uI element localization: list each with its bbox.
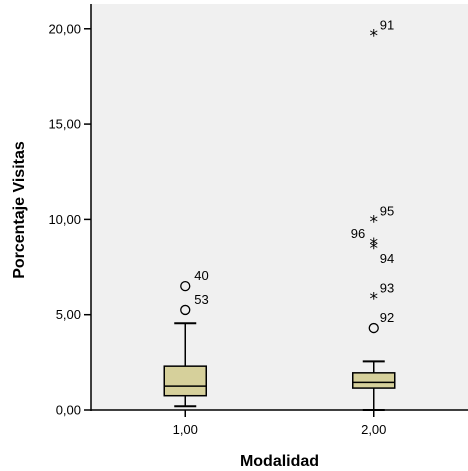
x-axis: 1,00 2,00 — [91, 409, 468, 437]
iqr-box — [163, 365, 207, 397]
y-tick-label: 20,00 — [48, 21, 81, 36]
outlier-label: 96 — [351, 226, 365, 241]
box-group-1: 40 53 — [163, 268, 209, 408]
extreme-outlier-star: * — [370, 235, 379, 255]
x-tick-label: 1,00 — [173, 422, 198, 437]
outlier-circle — [180, 304, 191, 316]
extreme-outlier-star: * — [370, 26, 379, 46]
x-axis-title: Modalidad — [240, 453, 319, 470]
y-tick-label: 10,00 — [48, 212, 81, 227]
outlier-label: 92 — [380, 310, 394, 325]
y-axis-title: Porcentaje Visitas — [11, 141, 28, 279]
y-tick-label: 5,00 — [56, 307, 81, 322]
outlier-label: 40 — [194, 268, 208, 283]
extreme-outlier-star: * — [370, 212, 379, 232]
extreme-outlier-star: * — [370, 239, 379, 259]
y-tick-label: 15,00 — [48, 117, 81, 132]
outlier-circle — [368, 322, 379, 334]
outlier-label: 53 — [194, 292, 208, 307]
outlier-label: 93 — [380, 281, 394, 296]
y-tick-label: 0,00 — [56, 403, 81, 418]
plot-area — [91, 4, 468, 410]
extreme-outlier-star: * — [370, 290, 379, 310]
outlier-label: 94 — [380, 251, 394, 266]
iqr-box — [352, 372, 396, 389]
outlier-label: 95 — [380, 203, 394, 218]
x-tick-label: 2,00 — [361, 422, 386, 437]
y-axis: 0,00 5,00 10,00 15,00 20,00 — [48, 4, 92, 418]
outlier-label: 91 — [380, 17, 394, 32]
outlier-circle — [180, 280, 191, 292]
